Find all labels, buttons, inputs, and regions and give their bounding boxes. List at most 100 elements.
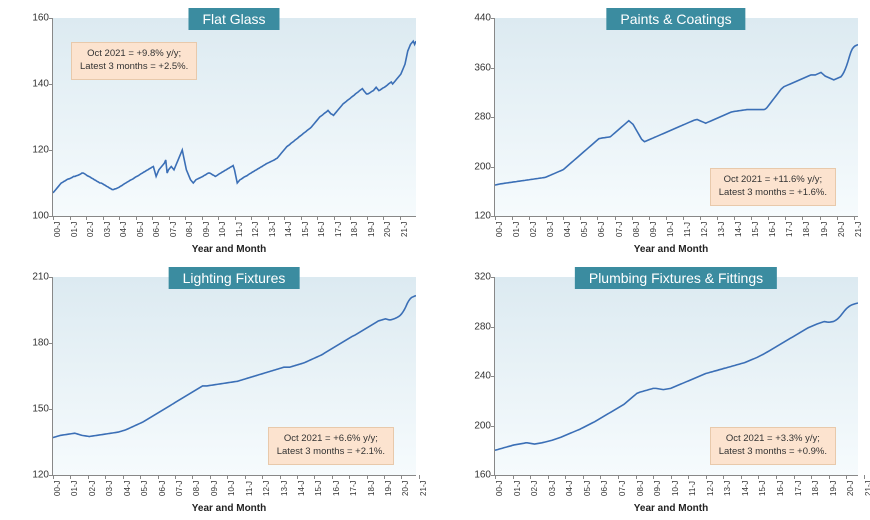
x-tick-mark [751, 216, 752, 220]
x-tick-mark [103, 216, 104, 220]
x-tick-mark [618, 475, 619, 479]
x-tick-label: 06-J [152, 221, 161, 237]
x-tick-mark [53, 475, 54, 479]
annotation-box: Oct 2021 = +11.6% y/y;Latest 3 months = … [710, 168, 836, 206]
y-tick-label: 120 [23, 470, 49, 481]
x-tick-label: 18-J [350, 221, 359, 237]
x-tick-label: 04-J [565, 480, 574, 496]
data-line [53, 296, 416, 438]
y-tick-label: 280 [465, 112, 491, 123]
x-tick-mark [262, 475, 263, 479]
x-tick-label: 11-J [235, 222, 244, 237]
x-tick-mark [349, 475, 350, 479]
x-tick-label: 01-J [512, 221, 521, 237]
x-tick-label: 04-J [123, 480, 132, 496]
x-tick-mark [297, 475, 298, 479]
plot-area: 12020028036044000-J01-J02-J03-J04-J05-J0… [494, 18, 858, 217]
x-tick-mark [245, 475, 246, 479]
x-tick-mark [632, 216, 633, 220]
x-tick-mark [350, 216, 351, 220]
x-tick-mark [210, 475, 211, 479]
x-tick-label: 04-J [563, 221, 572, 237]
x-tick-label: 00-J [495, 221, 504, 237]
x-tick-mark [227, 475, 228, 479]
x-tick-mark [802, 216, 803, 220]
x-tick-mark [169, 216, 170, 220]
x-tick-label: 06-J [600, 480, 609, 496]
annotation-line-2: Latest 3 months = +0.9%. [719, 446, 827, 459]
x-tick-label: 20-J [401, 480, 410, 496]
x-tick-label: 05-J [580, 221, 589, 237]
x-tick-label: 06-J [597, 221, 606, 237]
x-tick-mark [530, 475, 531, 479]
x-tick-label: 07-J [615, 221, 624, 237]
annotation-line-1: Oct 2021 = +3.3% y/y; [719, 433, 827, 446]
x-tick-mark [794, 475, 795, 479]
x-tick-label: 21-J [400, 221, 409, 237]
x-tick-mark [846, 475, 847, 479]
x-axis-label: Year and Month [634, 503, 708, 514]
y-tick-label: 160 [465, 470, 491, 481]
x-tick-label: 08-J [192, 480, 201, 496]
x-tick-mark [615, 216, 616, 220]
x-tick-mark [734, 216, 735, 220]
x-tick-label: 02-J [529, 221, 538, 237]
chart-grid: Flat GlassProducer Price Index (PPI)Year… [8, 8, 862, 512]
x-tick-label: 19-J [367, 221, 376, 237]
annotation-line-1: Oct 2021 = +9.8% y/y; [80, 48, 188, 61]
y-tick-label: 100 [23, 211, 49, 222]
x-tick-mark [175, 475, 176, 479]
x-tick-label: 00-J [53, 221, 62, 237]
x-tick-label: 07-J [169, 221, 178, 237]
x-tick-mark [86, 216, 87, 220]
x-tick-label: 03-J [105, 480, 114, 496]
x-tick-mark [811, 475, 812, 479]
x-tick-mark [776, 475, 777, 479]
chart-title: Lighting Fixtures [169, 267, 300, 289]
plot-area: 16020024028032000-J01-J02-J03-J04-J05-J0… [494, 277, 858, 476]
x-tick-mark [192, 475, 193, 479]
x-tick-mark [854, 216, 855, 220]
x-tick-label: 21-J [864, 480, 870, 496]
x-tick-label: 10-J [666, 221, 675, 237]
x-tick-mark [495, 216, 496, 220]
x-tick-mark [864, 475, 865, 479]
x-tick-mark [384, 475, 385, 479]
x-tick-mark [548, 475, 549, 479]
x-tick-mark [70, 475, 71, 479]
x-tick-mark [723, 475, 724, 479]
x-tick-mark [563, 216, 564, 220]
annotation-box: Oct 2021 = +6.6% y/y;Latest 3 months = +… [268, 427, 394, 465]
x-tick-label: 11-J [688, 481, 697, 496]
x-tick-label: 13-J [717, 221, 726, 237]
x-tick-label: 13-J [280, 480, 289, 496]
x-tick-label: 21-J [419, 480, 428, 496]
x-tick-mark [683, 216, 684, 220]
x-tick-mark [717, 216, 718, 220]
x-tick-mark [53, 216, 54, 220]
x-tick-mark [597, 216, 598, 220]
x-tick-mark [495, 475, 496, 479]
x-tick-label: 14-J [297, 480, 306, 496]
x-tick-label: 00-J [495, 480, 504, 496]
x-tick-label: 12-J [251, 221, 260, 237]
x-tick-label: 17-J [785, 221, 794, 237]
x-tick-label: 05-J [136, 221, 145, 237]
x-tick-mark [529, 216, 530, 220]
x-tick-label: 17-J [349, 480, 358, 496]
x-tick-label: 12-J [706, 480, 715, 496]
x-tick-mark [88, 475, 89, 479]
annotation-line-1: Oct 2021 = +6.6% y/y; [277, 433, 385, 446]
x-tick-mark [268, 216, 269, 220]
x-tick-label: 07-J [175, 480, 184, 496]
y-tick-label: 160 [23, 13, 49, 24]
x-tick-mark [152, 216, 153, 220]
x-tick-mark [688, 475, 689, 479]
annotation-box: Oct 2021 = +3.3% y/y;Latest 3 months = +… [710, 427, 836, 465]
x-tick-mark [123, 475, 124, 479]
y-tick-label: 120 [23, 144, 49, 155]
x-tick-label: 10-J [218, 221, 227, 237]
x-tick-mark [400, 216, 401, 220]
x-tick-label: 17-J [794, 480, 803, 496]
x-tick-label: 12-J [700, 221, 709, 237]
